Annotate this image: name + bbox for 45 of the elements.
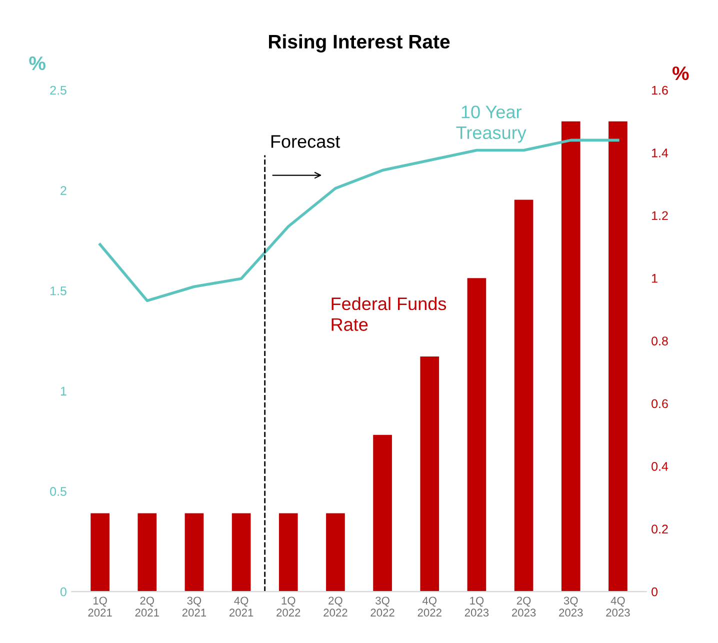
y2-tick-label: 0.6	[652, 399, 668, 408]
y-tick-label: 1	[60, 386, 66, 396]
chart-title: Rising Interest Rate	[269, 34, 450, 52]
bar	[561, 121, 580, 592]
x-tick-label: 3Q 2022	[370, 596, 394, 617]
x-tick-label: 1Q 2023	[464, 596, 489, 617]
y-tick-label: 1.5	[50, 286, 66, 296]
y-tick-label: 0.5	[50, 487, 66, 496]
series-label: Federal Funds Rate	[332, 296, 446, 331]
y2-tick-label: 0.8	[652, 336, 668, 346]
y2-tick-label: 1	[652, 274, 658, 283]
y-tick-label: 2.5	[50, 86, 66, 95]
x-tick-label: 2Q 2021	[135, 596, 159, 617]
x-tick-label: 3Q 2021	[182, 596, 206, 617]
bar	[90, 513, 110, 592]
x-tick-label: 1Q 2022	[276, 596, 300, 617]
bar	[608, 121, 628, 592]
x-tick-label: 4Q 2022	[418, 596, 442, 617]
y2-tick-label: 1.6	[652, 86, 668, 95]
x-tick-label: 4Q 2021	[229, 596, 254, 617]
y2-tick-label: 0.4	[652, 462, 668, 471]
y-tick-label: 2	[60, 186, 66, 195]
annotation: Forecast	[271, 135, 340, 148]
y-tick-label: 0	[60, 587, 66, 596]
x-tick-label: 2Q 2023	[512, 596, 536, 617]
bar	[373, 434, 392, 592]
bar	[420, 356, 440, 592]
x-tick-label: 1Q 2021	[88, 596, 112, 617]
bar	[278, 513, 298, 592]
y2-tick-label: 1.2	[652, 211, 668, 220]
x-tick-label: 3Q 2023	[559, 596, 583, 617]
bar	[184, 513, 204, 592]
y2-axis-title: %	[672, 66, 689, 80]
y2-tick-label: 0.2	[652, 524, 668, 534]
series-label: 10 Year Treasury	[456, 106, 526, 143]
bar	[326, 513, 345, 592]
y-axis-title: %	[29, 56, 46, 70]
y2-tick-label: 1.4	[652, 148, 668, 158]
bar	[138, 513, 157, 592]
x-tick-label: 4Q 2023	[606, 596, 630, 617]
x-tick-label: 2Q 2022	[324, 596, 348, 617]
bar	[467, 278, 486, 592]
bar	[514, 200, 534, 592]
y2-tick-label: 0	[652, 587, 658, 596]
bar	[232, 513, 251, 592]
